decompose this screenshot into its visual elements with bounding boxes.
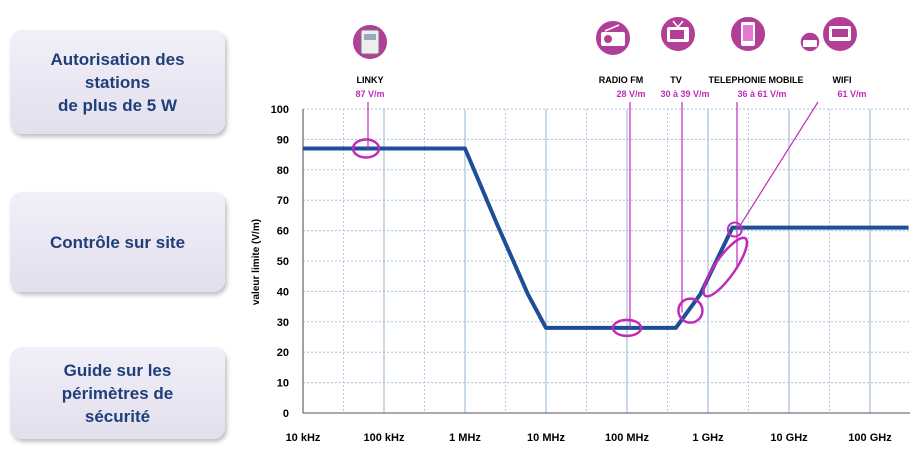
x-tick-label-3: 10 MHz [527, 432, 565, 444]
y-tick-label-6: 60 [277, 226, 289, 238]
service-icons [351, 15, 859, 61]
linky-screen [364, 34, 376, 40]
y-axis-label: valeur limite (V/m) [251, 219, 262, 305]
chart-axes [302, 109, 910, 414]
y-tick-label-2: 20 [277, 347, 289, 359]
leader-line-4 [738, 101, 819, 228]
series-group [303, 146, 909, 330]
tv-marker [677, 297, 704, 324]
phone-screen [743, 25, 753, 41]
radio-antenna [604, 24, 620, 32]
x-tick-label-0: 10 kHz [286, 432, 321, 444]
wifi-marker [726, 221, 743, 238]
linky-meter-icon [351, 23, 389, 61]
x-tick-label-5: 1 GHz [692, 432, 724, 444]
panel-controle: Contrôle sur site [10, 192, 225, 292]
service-name-2: TV [670, 75, 682, 85]
annotation-leaders [351, 101, 819, 338]
service-name-0: LINKY [357, 75, 384, 85]
service-value-1: 28 V/m [616, 89, 645, 99]
x-tick-labels: 10 kHz 100 kHz 1 MHz 10 MHz 100 MHz 1 GHz 10 G… [286, 432, 893, 444]
tv-screen [670, 30, 684, 39]
y-tick-label-4: 40 [277, 286, 289, 298]
x-tick-label-4: 100 MHz [605, 432, 650, 444]
service-value-2: 30 à 39 V/m [660, 89, 709, 99]
y-tick-label-10: 100 [271, 104, 289, 116]
y-tick-labels: 0 10 20 30 40 50 60 70 80 90 100 [271, 104, 289, 420]
x-tick-label-7: 100 GHz [848, 432, 892, 444]
service-value-0: 87 V/m [355, 89, 384, 99]
service-value-3: 36 à 61 V/m [737, 89, 786, 99]
x-tick-label-1: 100 kHz [364, 432, 405, 444]
x-tick-label-6: 10 GHz [770, 432, 808, 444]
x-tick-label-2: 1 MHz [449, 432, 481, 444]
tv-icon [659, 15, 697, 53]
wifi-box [803, 40, 817, 47]
y-tick-label-1: 10 [277, 378, 289, 390]
wifi-router-panel [832, 29, 848, 37]
chart-grid [302, 108, 910, 413]
service-name-4: WIFI [833, 75, 852, 85]
radio-icon [594, 19, 632, 57]
y-tick-label-0: 0 [283, 408, 289, 420]
service-name-1: RADIO FM [599, 75, 644, 85]
mobile-marker [702, 236, 749, 298]
wifi-router-icon [799, 15, 859, 53]
linky-body [360, 29, 380, 55]
tv-antenna-l [672, 20, 679, 28]
linky-marker [351, 138, 381, 159]
panel-autorisation: Autorisation des stations de plus de 5 W [10, 30, 225, 134]
service-name-3: TELEPHONIE MOBILE [708, 75, 803, 85]
panel-guide: Guide sur les périmètres de sécurité [10, 347, 225, 439]
series-line-0 [303, 146, 909, 330]
radio-marker [611, 318, 643, 338]
y-tick-label-9: 90 [277, 134, 289, 146]
tv-antenna-r [677, 20, 684, 28]
mobile-phone-icon [729, 15, 767, 53]
y-tick-label-8: 80 [277, 165, 289, 177]
radio-speaker [604, 35, 612, 43]
service-labels: LINKY 87 V/m RADIO FM 28 V/m TV 30 à 39 V/m TE… [355, 75, 866, 99]
y-tick-label-7: 70 [277, 195, 289, 207]
y-tick-label-3: 30 [277, 317, 289, 329]
y-tick-label-5: 50 [277, 256, 289, 268]
service-value-4: 61 V/m [837, 89, 866, 99]
